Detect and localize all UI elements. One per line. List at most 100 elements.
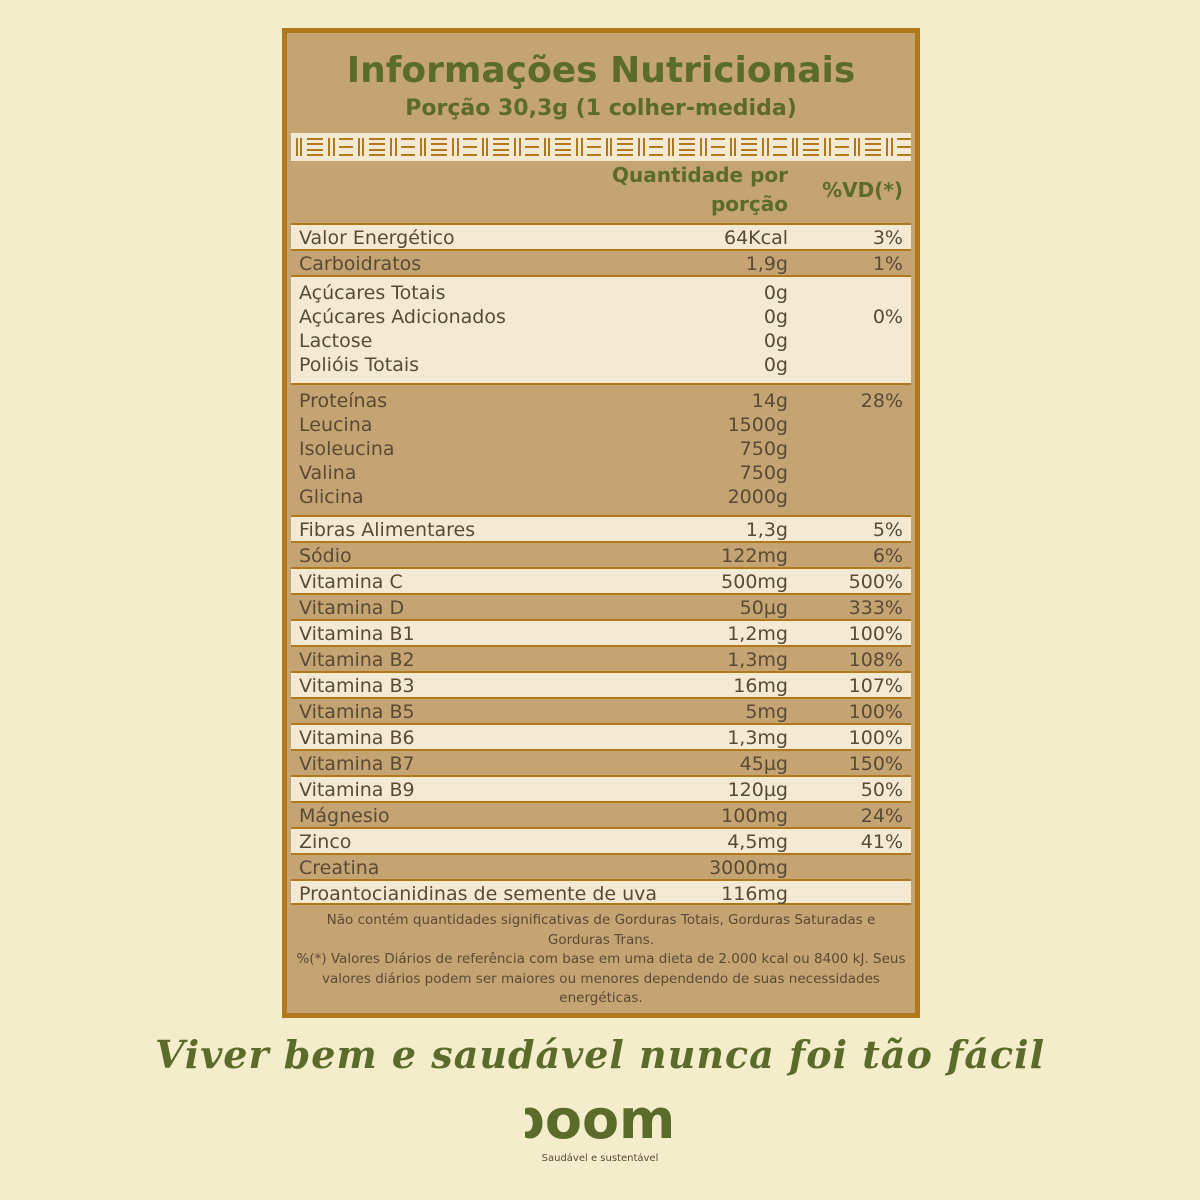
nutrient-line: Açúcares Adicionados 0g 0% (291, 305, 911, 329)
nutrient-row: Vitamina D 50µg 333% (291, 593, 911, 619)
nutrient-name: Vitamina B7 (299, 753, 415, 775)
nutrient-quantity: 2000g (727, 486, 788, 508)
nutrient-quantity: 100mg (721, 805, 788, 827)
nutrient-daily-value: 500% (848, 571, 903, 593)
brand-slogan: Saudável e sustentável (541, 1153, 659, 1164)
footnote-daily-values: %(*) Valores Diários de referência com b… (296, 951, 906, 1006)
nutrient-row: Vitamina B9 120µg 50% (291, 775, 911, 801)
nutrient-name: Polióis Totais (299, 354, 420, 376)
nutrient-name: Vitamina B6 (299, 727, 415, 749)
nutrient-name: Vitamina B2 (299, 649, 415, 671)
nutrient-row: Vitamina B5 5mg 100% (291, 697, 911, 723)
nutrient-quantity: 750g (739, 462, 788, 484)
nutrient-daily-value: 50% (860, 779, 903, 801)
nutrient-line: Mágnesio 100mg 24% (291, 804, 911, 828)
nutrient-quantity: 14g (751, 390, 788, 412)
nutrient-row: Zinco 4,5mg 41% (291, 827, 911, 853)
nutrient-quantity: 50µg (739, 597, 788, 619)
nutrient-quantity: 500mg (721, 571, 788, 593)
nutrient-quantity: 1,2mg (727, 623, 788, 645)
nutrient-name: Açúcares Totais (299, 282, 446, 304)
nutrient-row: Fibras Alimentares 1,3g 5% (291, 515, 911, 541)
nutrient-line: Carboidratos 1,9g 1% (291, 252, 911, 276)
nutrient-daily-value: 28% (860, 390, 903, 412)
header-quantity: Quantidade por porção (568, 161, 788, 219)
nutrient-line: Leucina 1500g (291, 413, 911, 437)
boomi-logo-icon: boomi (506, 1088, 694, 1151)
nutrient-daily-value: 100% (848, 701, 903, 723)
nutrient-name: Vitamina C (299, 571, 403, 593)
nutrient-name: Fibras Alimentares (299, 519, 476, 541)
nutrient-daily-value: 0% (872, 306, 903, 328)
footnote: Não contém quantidades significativas de… (295, 911, 907, 1009)
nutrient-row: Vitamina B1 1,2mg 100% (291, 619, 911, 645)
nutrient-line: Vitamina B5 5mg 100% (291, 700, 911, 724)
brand-logo: boomi (0, 1086, 1200, 1154)
nutrient-name: Glicina (299, 486, 364, 508)
nutrient-name: Lactose (299, 330, 373, 352)
nutrient-name: Vitamina B3 (299, 675, 415, 697)
nutrient-quantity: 3000mg (709, 857, 788, 879)
nutrient-quantity: 1,3g (745, 519, 788, 541)
tribal-pattern-icon (296, 137, 912, 157)
nutrient-daily-value: 333% (848, 597, 903, 619)
nutrient-quantity: 1500g (727, 414, 788, 436)
nutrient-line: Creatina 3000mg (291, 856, 911, 880)
nutrient-line: Polióis Totais 0g (291, 353, 911, 377)
nutrient-line: Lactose 0g (291, 329, 911, 353)
nutrient-line: Vitamina B1 1,2mg 100% (291, 622, 911, 646)
nutrient-quantity: 122mg (721, 545, 788, 567)
nutrient-name: Valor Energético (299, 227, 455, 249)
nutrient-line: Fibras Alimentares 1,3g 5% (291, 518, 911, 542)
nutrient-line: Zinco 4,5mg 41% (291, 830, 911, 854)
nutrient-row: Valor Energético 64Kcal 3% (291, 223, 911, 249)
nutrient-row: Açúcares Totais 0g Açúcares Adicionados 0g 0… (291, 275, 911, 383)
nutrient-name: Vitamina B1 (299, 623, 415, 645)
nutrient-name: Vitamina D (299, 597, 405, 619)
nutrient-quantity: 116mg (721, 883, 788, 905)
nutrient-daily-value: 150% (848, 753, 903, 775)
nutrient-line: Vitamina B9 120µg 50% (291, 778, 911, 802)
nutrient-name: Zinco (299, 831, 352, 853)
nutrient-daily-value: 41% (860, 831, 903, 853)
nutrient-quantity: 0g (763, 330, 788, 352)
brand-name: boomi (525, 1088, 675, 1150)
nutrient-quantity: 64Kcal (723, 227, 788, 249)
nutrient-line: Açúcares Totais 0g (291, 281, 911, 305)
nutrient-quantity: 0g (763, 282, 788, 304)
nutrient-line: Vitamina D 50µg 333% (291, 596, 911, 620)
footnote-no-significant: Não contém quantidades significativas de… (326, 912, 876, 948)
nutrient-daily-value: 5% (872, 519, 903, 541)
serving-size: Porção 30,3g (1 colher-medida) (405, 96, 797, 121)
nutrient-row: Vitamina C 500mg 500% (291, 567, 911, 593)
nutrient-quantity: 5mg (745, 701, 788, 723)
nutrient-line: Vitamina B6 1,3mg 100% (291, 726, 911, 750)
nutrient-daily-value: 107% (848, 675, 903, 697)
nutrient-row: Vitamina B3 16mg 107% (291, 671, 911, 697)
nutrient-daily-value: 24% (860, 805, 903, 827)
nutrient-daily-value: 100% (848, 727, 903, 749)
nutrient-line: Proteínas 14g 28% (291, 389, 911, 413)
nutrient-name: Sódio (299, 545, 352, 567)
nutrient-row: Proantocianidinas de semente de uva 116mg (291, 879, 911, 905)
nutrient-line: Isoleucina 750g (291, 437, 911, 461)
nutrient-name: Vitamina B5 (299, 701, 415, 723)
nutrition-label: Informações Nutricionais Porção 30,3g (1… (282, 28, 920, 1018)
nutrient-name: Proteínas (299, 390, 388, 412)
nutrient-quantity: 4,5mg (727, 831, 788, 853)
nutrient-quantity: 1,3mg (727, 727, 788, 749)
nutrient-line: Vitamina C 500mg 500% (291, 570, 911, 594)
nutrient-row: Vitamina B6 1,3mg 100% (291, 723, 911, 749)
nutrient-name: Isoleucina (299, 438, 395, 460)
nutrient-line: Valor Energético 64Kcal 3% (291, 226, 911, 250)
nutrient-daily-value: 100% (848, 623, 903, 645)
header-quantity-line2: porção (710, 192, 788, 216)
nutrient-name: Açúcares Adicionados (299, 306, 506, 328)
tagline: Viver bem e saudável nunca foi tão fácil (154, 1032, 1046, 1077)
nutrient-quantity: 750g (739, 438, 788, 460)
header-quantity-line1: Quantidade por (612, 163, 788, 187)
nutrient-name: Valina (299, 462, 357, 484)
nutrient-quantity: 16mg (733, 675, 788, 697)
nutrient-quantity: 0g (763, 306, 788, 328)
nutrient-row: Sódio 122mg 6% (291, 541, 911, 567)
